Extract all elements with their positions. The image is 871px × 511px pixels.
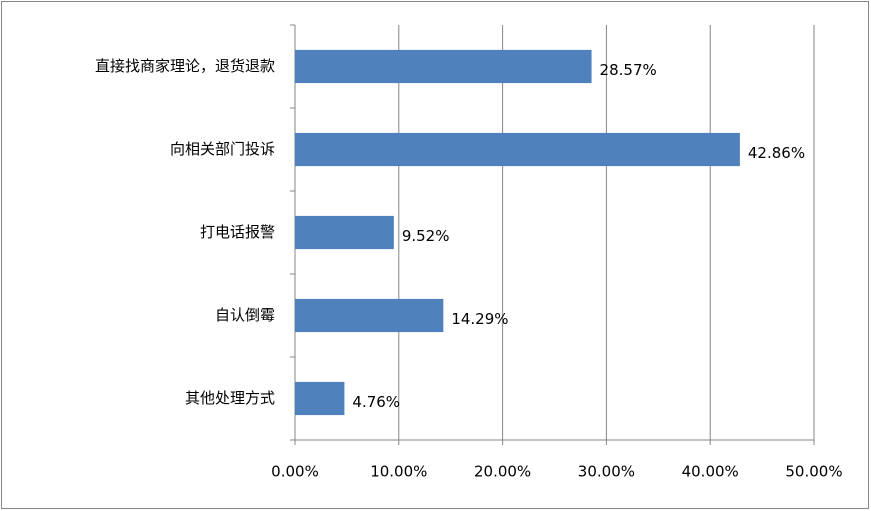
x-tick-label: 30.00% <box>578 463 635 481</box>
x-tick-label: 50.00% <box>785 463 842 481</box>
bar <box>295 381 345 416</box>
x-tick-label: 10.00% <box>370 463 427 481</box>
y-tick-label: 自认倒霉 <box>215 306 275 324</box>
value-label: 42.86% <box>748 144 805 162</box>
bar <box>295 49 592 84</box>
x-tick-label: 20.00% <box>474 463 531 481</box>
x-tick-label: 0.00% <box>271 463 319 481</box>
value-label: 28.57% <box>600 61 657 79</box>
y-tick-label: 打电话报警 <box>200 223 275 241</box>
value-label: 9.52% <box>402 227 450 245</box>
bar <box>295 215 394 250</box>
y-tick-label: 直接找商家理论，退货退款 <box>95 57 275 75</box>
bar <box>295 298 444 333</box>
y-tick-label: 其他处理方式 <box>185 389 275 407</box>
value-label: 14.29% <box>451 310 508 328</box>
x-tick-label: 40.00% <box>682 463 739 481</box>
value-label: 4.76% <box>352 393 400 411</box>
y-tick-label: 向相关部门投诉 <box>170 140 275 158</box>
bar <box>295 132 740 167</box>
